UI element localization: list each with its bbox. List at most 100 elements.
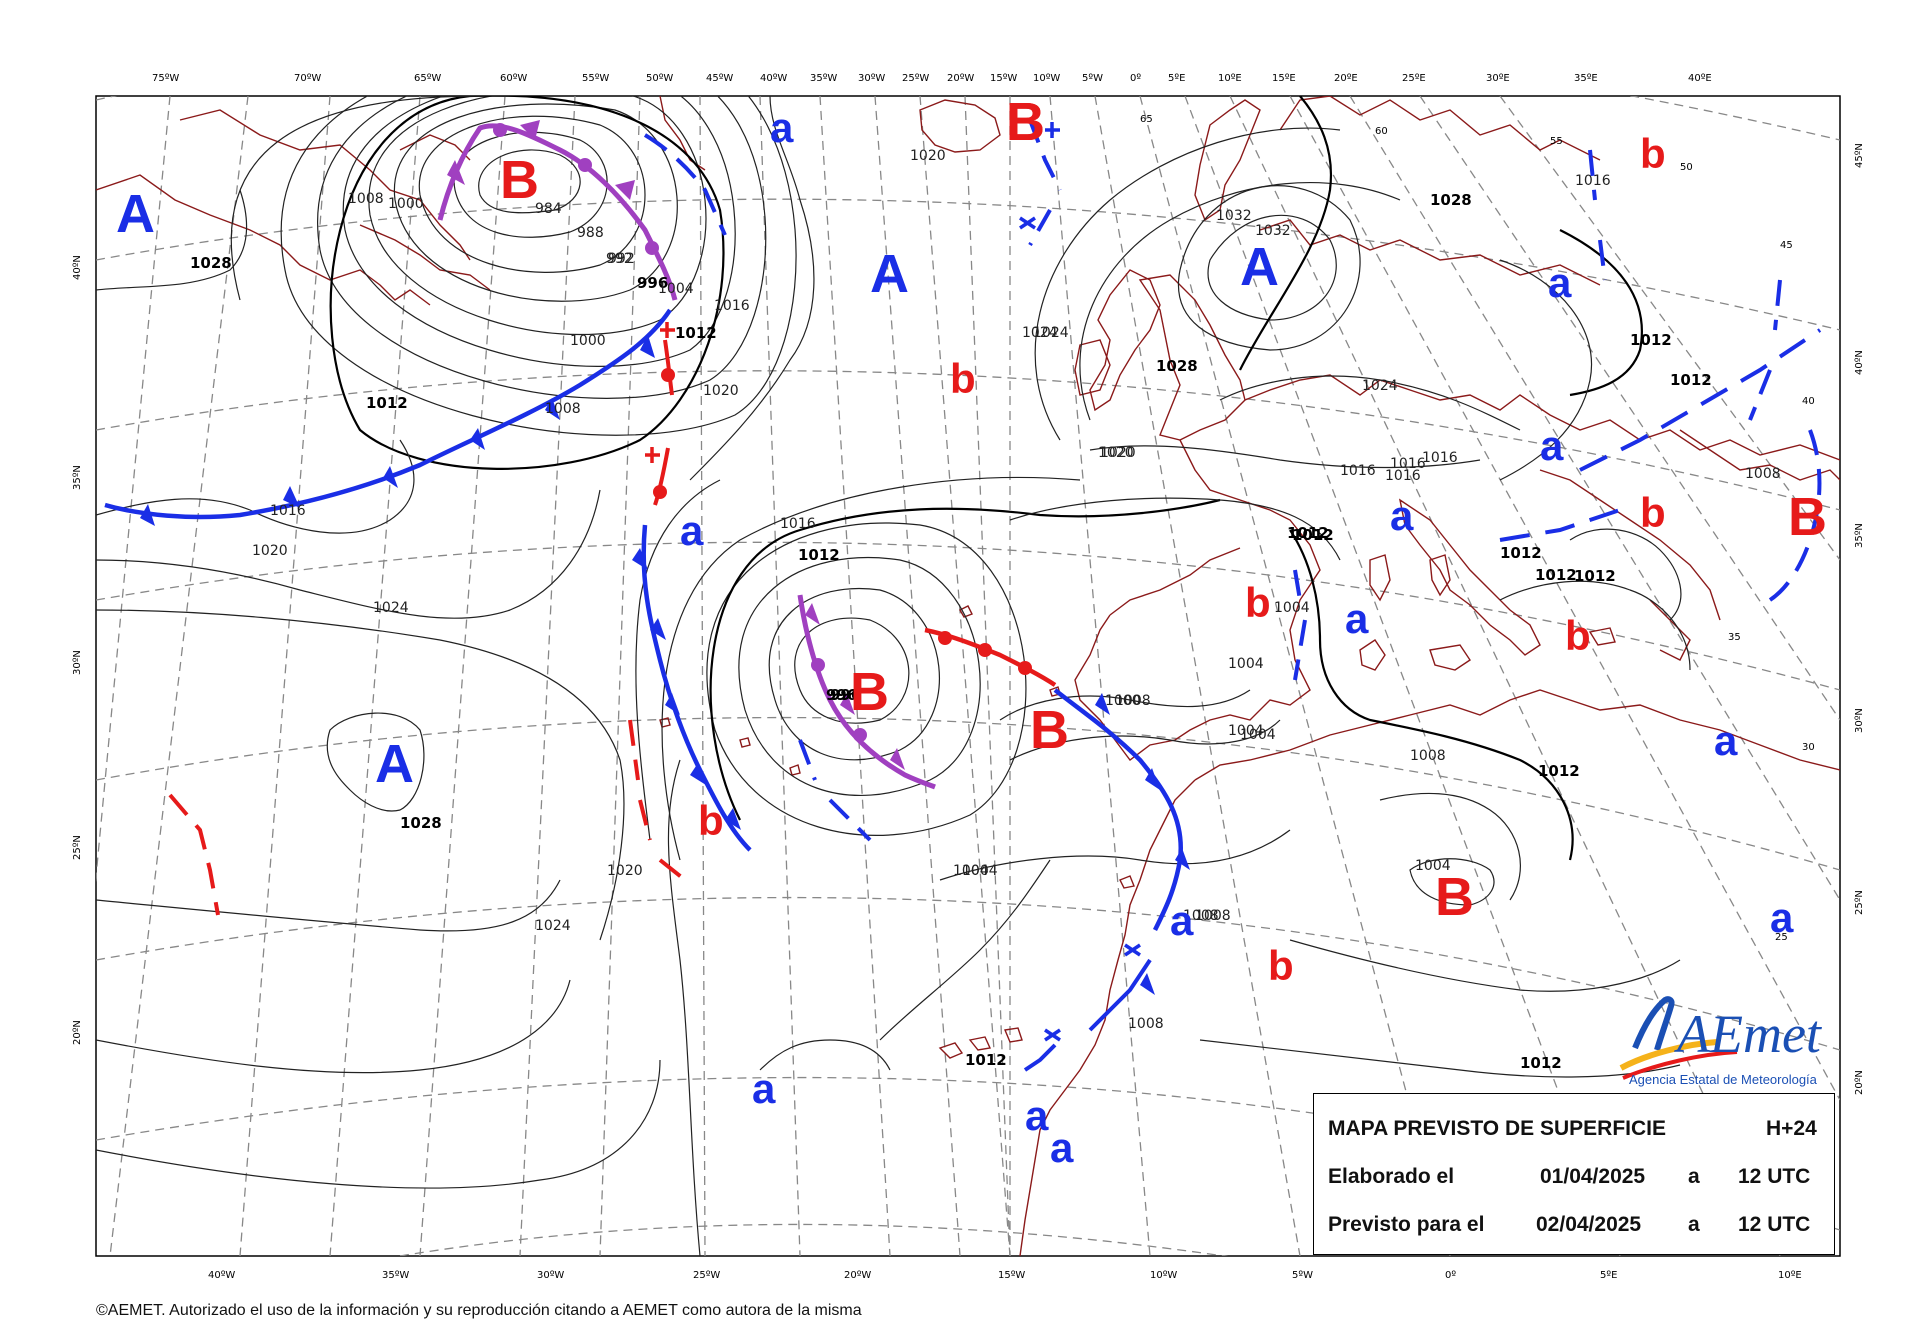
svg-text:996: 996 (826, 686, 857, 704)
svg-text:35: 35 (1728, 632, 1741, 643)
info-title-row: MAPA PREVISTO DE SUPERFICIE H+24 (1328, 1117, 1817, 1147)
svg-text:1012: 1012 (1292, 526, 1334, 544)
svg-text:20ºE: 20ºE (1334, 73, 1358, 84)
svg-text:1028: 1028 (190, 254, 232, 272)
svg-text:1012: 1012 (1535, 566, 1577, 584)
svg-text:40ºE: 40ºE (1688, 73, 1712, 84)
svg-text:55ºW: 55ºW (582, 73, 609, 84)
svg-text:1004: 1004 (953, 863, 989, 879)
svg-text:25ºE: 25ºE (1402, 73, 1426, 84)
copyright-notice: ©AEMET. Autorizado el uso de la informac… (96, 1302, 862, 1319)
svg-text:55: 55 (1550, 136, 1563, 147)
graticule (96, 96, 1840, 1256)
right-axis-labels: 45ºN 40ºN 35ºN 30ºN 25ºN 20ºN (1854, 143, 1865, 1095)
svg-text:40ºN: 40ºN (72, 255, 83, 280)
svg-text:1008: 1008 (1115, 693, 1151, 709)
svg-text:1016: 1016 (1390, 456, 1426, 472)
logo-graphic: AEmet Agencia Estatal de Meteorología (1619, 996, 1823, 1087)
svg-text:30ºN: 30ºN (72, 650, 83, 675)
svg-text:1024: 1024 (373, 600, 409, 616)
low-center: B (500, 150, 539, 210)
svg-text:1008: 1008 (348, 191, 384, 207)
svg-text:1024: 1024 (1033, 325, 1069, 341)
svg-text:5ºE: 5ºE (1600, 1270, 1617, 1281)
svg-text:35ºN: 35ºN (1854, 523, 1865, 548)
svg-text:1004: 1004 (1240, 727, 1276, 743)
svg-text:1004: 1004 (658, 281, 694, 297)
svg-text:1020: 1020 (1100, 445, 1136, 461)
svg-text:65: 65 (1140, 114, 1153, 125)
minor-low: b (1245, 579, 1271, 626)
svg-text:1020: 1020 (607, 863, 643, 879)
isobars (96, 96, 1691, 1256)
svg-text:70ºW: 70ºW (294, 73, 321, 84)
minor-high: a (1170, 897, 1194, 944)
minor-high: a (1025, 1092, 1049, 1139)
low-center: B (1788, 487, 1827, 547)
svg-text:1016: 1016 (1422, 450, 1458, 466)
map-title: MAPA PREVISTO DE SUPERFICIE (1328, 1117, 1666, 1140)
high-center: A (116, 184, 155, 244)
elaborado-a: a (1688, 1165, 1700, 1188)
map-frame (95, 95, 1841, 1257)
svg-text:25ºW: 25ºW (902, 73, 929, 84)
svg-text:25ºN: 25ºN (72, 835, 83, 860)
svg-text:60: 60 (1375, 126, 1388, 137)
svg-text:1004: 1004 (1274, 600, 1310, 616)
svg-text:30ºN: 30ºN (1854, 708, 1865, 733)
left-axis-labels: 40ºN 35ºN 30ºN 25ºN 20ºN (72, 255, 83, 1045)
svg-text:1032: 1032 (1255, 223, 1291, 239)
svg-text:1012: 1012 (1520, 1054, 1562, 1072)
svg-text:1012: 1012 (1287, 524, 1329, 542)
svg-text:65ºW: 65ºW (414, 73, 441, 84)
svg-text:1032: 1032 (1216, 208, 1252, 224)
bottom-axis-labels: 40ºW 35ºW 30ºW 25ºW 20ºW 15ºW 10ºW 5ºW 0… (208, 1270, 1802, 1281)
svg-text:0º: 0º (1445, 1270, 1456, 1281)
low-center: B (1030, 700, 1069, 760)
svg-text:25ºN: 25ºN (1854, 890, 1865, 915)
svg-text:1008: 1008 (1410, 748, 1446, 764)
previsto-label: Previsto para el (1328, 1213, 1485, 1236)
svg-text:1028: 1028 (400, 814, 442, 832)
svg-text:1024: 1024 (1022, 325, 1058, 341)
svg-text:20ºN: 20ºN (72, 1020, 83, 1045)
low-center: B (850, 662, 889, 722)
svg-text:1012: 1012 (1630, 331, 1672, 349)
minor-low: b (1640, 489, 1666, 536)
top-axis-labels: 75ºW 70ºW 65ºW 60ºW 55ºW 50ºW 45ºW 40ºW … (152, 73, 1712, 84)
svg-text:10ºE: 10ºE (1778, 1270, 1802, 1281)
svg-text:15ºW: 15ºW (998, 1270, 1025, 1281)
svg-text:1012: 1012 (1538, 762, 1580, 780)
svg-text:996: 996 (830, 686, 861, 704)
svg-text:1012: 1012 (1500, 544, 1542, 562)
svg-text:1028: 1028 (1430, 191, 1472, 209)
inner-lat-labels: 55 50 45 40 35 30 25 65 60 (1140, 114, 1815, 943)
svg-text:5ºW: 5ºW (1082, 73, 1103, 84)
svg-text:1008: 1008 (1745, 466, 1781, 482)
svg-text:75ºW: 75ºW (152, 73, 179, 84)
svg-text:984: 984 (535, 201, 562, 217)
svg-text:35ºW: 35ºW (382, 1270, 409, 1281)
previsto-a: a (1688, 1213, 1700, 1236)
pressure-centers: A B A B A A B B B B B (116, 96, 1827, 927)
minor-high: a (1770, 894, 1794, 941)
svg-text:1000: 1000 (570, 333, 606, 349)
minor-high: a (1548, 259, 1572, 306)
svg-text:1024: 1024 (535, 918, 571, 934)
svg-text:1024: 1024 (1362, 378, 1398, 394)
svg-text:40ºN: 40ºN (1854, 350, 1865, 375)
svg-text:50: 50 (1680, 162, 1693, 173)
svg-text:992: 992 (606, 251, 633, 267)
svg-text:1020: 1020 (703, 383, 739, 399)
svg-text:1012: 1012 (1574, 567, 1616, 585)
svg-text:1008: 1008 (1195, 908, 1231, 924)
svg-text:1020: 1020 (1098, 445, 1134, 461)
logo-subtitle: Agencia Estatal de Meteorología (1629, 1072, 1818, 1087)
svg-text:1028: 1028 (1156, 357, 1198, 375)
svg-text:1004: 1004 (1228, 656, 1264, 672)
svg-text:30ºW: 30ºW (537, 1270, 564, 1281)
svg-text:30: 30 (1802, 742, 1815, 753)
minor-high: a (680, 507, 704, 554)
isobar-labels: 1028 1008 1000 984 988 992 996 1004 1016… (190, 148, 1781, 1072)
forecast-info-box: MAPA PREVISTO DE SUPERFICIE H+24 Elabora… (1313, 1093, 1835, 1255)
